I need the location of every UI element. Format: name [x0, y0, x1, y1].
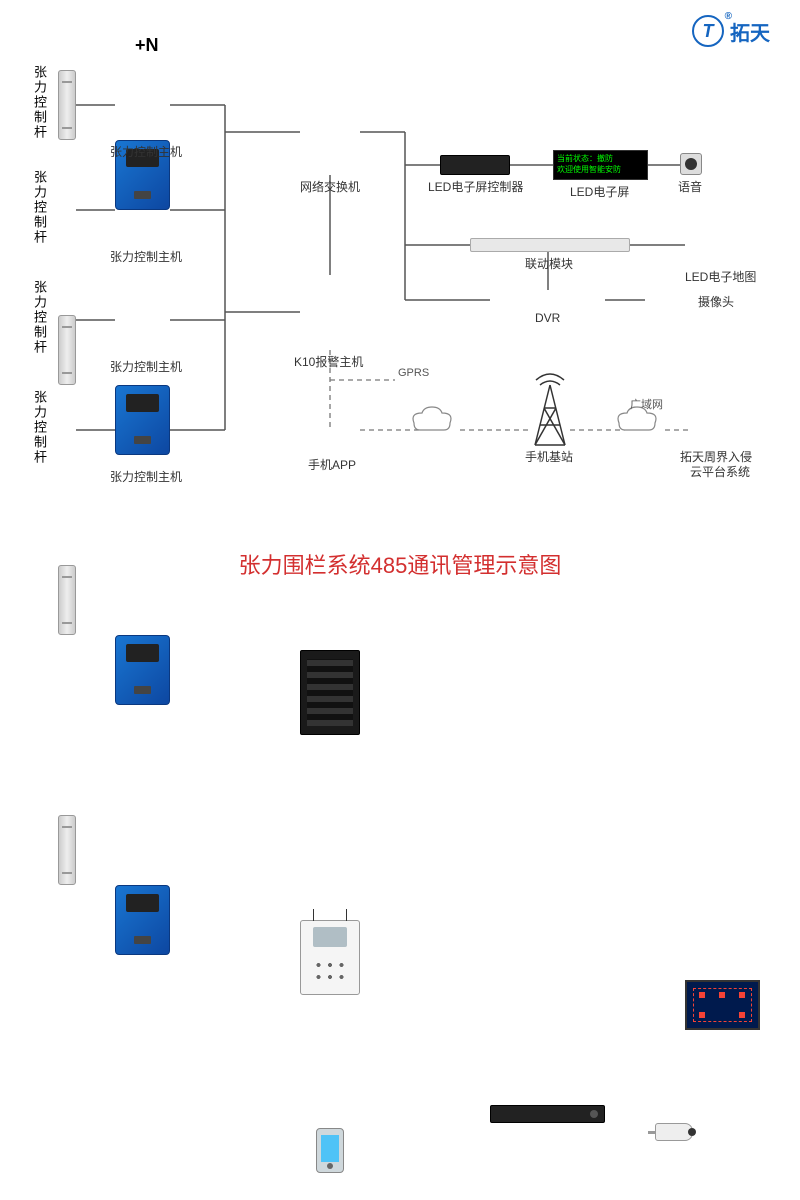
camera-label: 摄像头 — [698, 293, 734, 310]
brand-name: 拓天 — [730, 17, 770, 46]
pole-label: 张力控制杆 — [30, 390, 49, 465]
speaker — [680, 153, 702, 175]
led-controller — [440, 155, 510, 175]
ledctrl-label: LED电子屏控制器 — [428, 178, 523, 195]
led-screen: 当前状态：撤防 欢迎使用智能安防 — [553, 150, 648, 180]
led-line2: 欢迎使用智能安防 — [557, 164, 644, 175]
led-map — [685, 980, 760, 1030]
pole-label: 张力控制杆 — [30, 65, 49, 140]
connection-lines: GPRS 广域网 — [0, 0, 800, 600]
host-label: 张力控制主机 — [110, 143, 182, 160]
brand-logo: T 拓天 — [692, 15, 770, 47]
dvr — [490, 1105, 605, 1123]
cloud-sys-label2: 云平台系统 — [690, 463, 750, 480]
dvr-label: DVR — [535, 311, 560, 325]
switch-label: 网络交换机 — [300, 178, 360, 195]
host-label: 张力控制主机 — [110, 248, 182, 265]
host-label: 张力控制主机 — [110, 468, 182, 485]
host-label: 张力控制主机 — [110, 358, 182, 375]
alarm-host — [300, 920, 360, 995]
linkage-label: 联动模块 — [525, 255, 573, 272]
diagram-title: 张力围栏系统485通讯管理示意图 — [0, 548, 800, 580]
camera — [655, 1123, 693, 1141]
tension-pole — [58, 815, 76, 885]
plus-n-label: +N — [135, 35, 159, 56]
brand-mark: T — [692, 15, 724, 47]
pole-label: 张力控制杆 — [30, 280, 49, 355]
led-line1: 当前状态：撤防 — [557, 153, 644, 164]
tension-pole — [58, 315, 76, 385]
svg-text:广域网: 广域网 — [630, 398, 663, 411]
gprs-label: GPRS — [398, 367, 429, 379]
tension-host — [115, 635, 170, 705]
pole-label: 张力控制杆 — [30, 170, 49, 245]
network-switch — [300, 650, 360, 735]
ledscreen-label: LED电子屏 — [570, 183, 629, 200]
tower-label: 手机基站 — [525, 448, 573, 465]
phone-app — [316, 1128, 344, 1173]
linkage-module — [470, 238, 630, 252]
speaker-label: 语音 — [678, 178, 702, 195]
tension-host — [115, 385, 170, 455]
phone-label: 手机APP — [308, 456, 356, 473]
tension-pole — [58, 70, 76, 140]
tension-host — [115, 885, 170, 955]
ledmap-label: LED电子地图 — [685, 268, 756, 285]
alarm-label: K10报警主机 — [294, 353, 363, 370]
